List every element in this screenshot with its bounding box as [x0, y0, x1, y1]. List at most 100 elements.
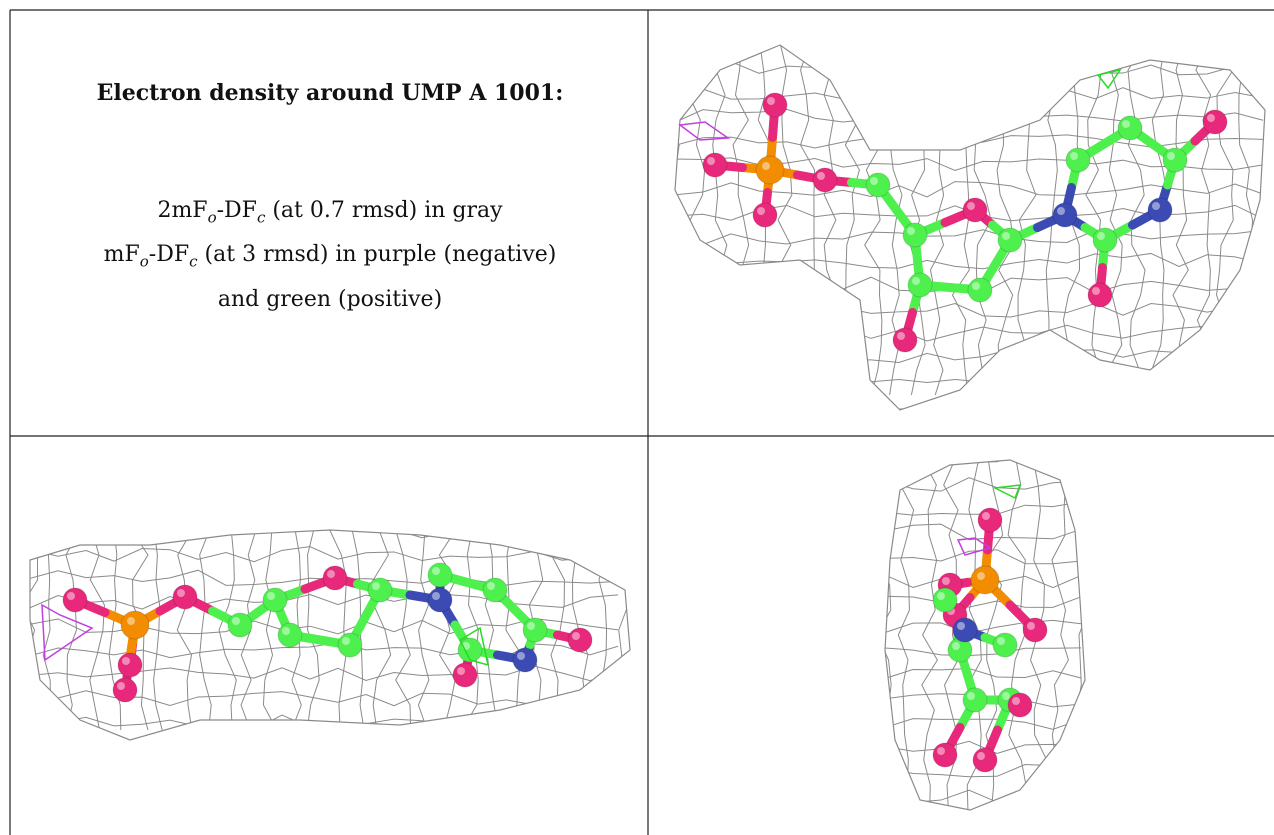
- text-run: -DF: [217, 198, 257, 223]
- mesh-line: [66, 530, 80, 730]
- atom: [368, 578, 392, 602]
- atom: [933, 588, 957, 612]
- atom: [903, 223, 927, 247]
- atom-highlight: [937, 747, 945, 755]
- subscript: c: [189, 253, 197, 271]
- mesh-line: [733, 45, 749, 395]
- atom: [1053, 203, 1077, 227]
- text-run: (at 0.7 rmsd) in gray: [265, 198, 502, 223]
- atom-highlight: [1002, 232, 1010, 240]
- mesh-line: [842, 45, 859, 395]
- atom: [483, 578, 507, 602]
- mesh-line: [177, 530, 192, 730]
- atom: [1163, 148, 1187, 172]
- mesh-line: [675, 37, 1263, 52]
- atom-highlight: [977, 572, 985, 580]
- atom-highlight: [1070, 152, 1078, 160]
- legend-line: mFo-DFc (at 3 rmsd) in purple (negative): [12, 236, 648, 280]
- atom: [173, 585, 197, 609]
- atom: [993, 633, 1017, 657]
- atom: [968, 278, 992, 302]
- atom-highlight: [122, 657, 130, 665]
- mesh-line: [885, 719, 1081, 730]
- atom-highlight: [907, 227, 915, 235]
- atom: [1093, 228, 1117, 252]
- atom-highlight: [707, 157, 715, 165]
- mesh-line: [43, 530, 57, 730]
- atom-highlight: [1012, 697, 1020, 705]
- atom-highlight: [972, 282, 980, 290]
- atom: [278, 623, 302, 647]
- atom: [763, 93, 787, 117]
- mesh-line: [1076, 460, 1092, 810]
- mesh-line: [330, 530, 347, 730]
- atom: [428, 588, 452, 612]
- legend-lines: 2mFo-DF c (at 0.7 rmsd) in gray mFo-DFc (a…: [12, 192, 648, 319]
- caption: Electron density around UMP A 1001: 2mFo…: [12, 80, 648, 319]
- atom: [866, 173, 890, 197]
- atom-highlight: [817, 172, 825, 180]
- atom-highlight: [767, 97, 775, 105]
- atom-highlight: [967, 202, 975, 210]
- atom-highlight: [1167, 152, 1175, 160]
- mesh-line: [885, 453, 1081, 467]
- atom-highlight: [282, 627, 290, 635]
- atom: [1203, 110, 1227, 134]
- atom: [523, 618, 547, 642]
- mesh-line: [885, 669, 1081, 679]
- atom: [338, 633, 362, 657]
- atom-highlight: [327, 570, 335, 578]
- mesh-line: [675, 301, 1263, 317]
- atom-highlight: [487, 582, 495, 590]
- atom-highlight: [1027, 622, 1035, 630]
- atom: [756, 156, 784, 184]
- mesh-line: [1239, 45, 1256, 395]
- atom: [963, 198, 987, 222]
- mesh-line: [30, 715, 618, 730]
- atom: [121, 611, 149, 639]
- legend-line: and green (positive): [12, 281, 648, 319]
- atom: [971, 566, 999, 594]
- atom: [568, 628, 592, 652]
- atom-highlight: [870, 177, 878, 185]
- mesh-line: [876, 460, 892, 810]
- mesh-line: [798, 45, 814, 395]
- atom: [963, 688, 987, 712]
- atom-highlight: [1122, 120, 1130, 128]
- mesh-line: [200, 530, 212, 730]
- atom-highlight: [372, 582, 380, 590]
- atom-highlight: [67, 592, 75, 600]
- mesh-line: [865, 45, 882, 395]
- mesh-line: [263, 530, 276, 730]
- atom: [453, 663, 477, 687]
- mesh-line: [675, 109, 1263, 122]
- atom: [228, 613, 252, 637]
- atom-highlight: [977, 752, 985, 760]
- atom: [933, 743, 957, 767]
- mesh-line: [820, 45, 836, 395]
- atom: [263, 588, 287, 612]
- atom-highlight: [1092, 287, 1100, 295]
- atom-highlight: [232, 617, 240, 625]
- atom: [63, 588, 87, 612]
- text-run: 2mF: [157, 198, 207, 223]
- atom: [953, 618, 977, 642]
- atom-highlight: [342, 637, 350, 645]
- subscript: o: [208, 208, 217, 226]
- atom-highlight: [117, 682, 125, 690]
- mesh-line: [485, 530, 498, 730]
- mesh-line: [885, 620, 1081, 633]
- atom: [973, 748, 997, 772]
- atom-highlight: [757, 207, 765, 215]
- mesh-line: [711, 45, 727, 395]
- atom: [1066, 148, 1090, 172]
- atom-highlight: [432, 567, 440, 575]
- mesh-line: [30, 546, 618, 562]
- atom: [118, 653, 142, 677]
- atom: [1118, 116, 1142, 140]
- mesh-line: [885, 596, 1081, 607]
- atom-highlight: [997, 637, 1005, 645]
- mesh-line: [675, 325, 1263, 341]
- atom-highlight: [127, 617, 135, 625]
- text-run: and green (positive): [218, 287, 442, 312]
